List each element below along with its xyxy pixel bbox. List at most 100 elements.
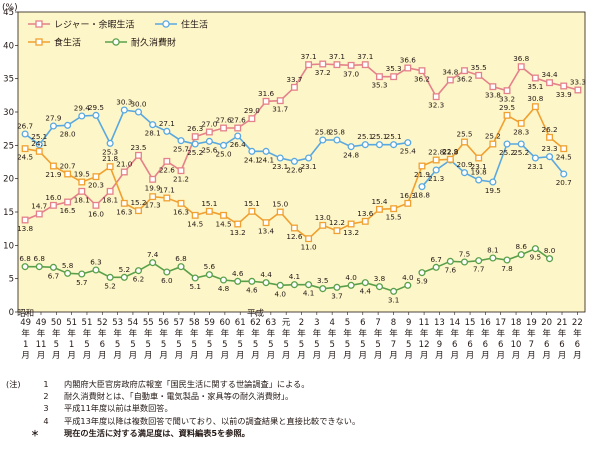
- data-label: 3.1: [388, 295, 399, 304]
- data-point: [78, 187, 86, 195]
- data-point: [361, 279, 369, 287]
- data-label: 30.3: [116, 98, 132, 107]
- data-label: 33.2: [499, 95, 515, 104]
- x-tick-label: 20 年 6 月: [541, 318, 552, 361]
- data-label: 19.8: [471, 168, 487, 177]
- data-label: 22.9: [442, 147, 458, 156]
- y-tick-label: 15: [3, 208, 14, 218]
- data-label: 13.2: [230, 228, 246, 237]
- data-label: 5.6: [204, 262, 216, 271]
- x-tick-label: 55 年 5 月: [143, 318, 154, 361]
- data-label: 33.9: [556, 90, 572, 99]
- data-label: 13.2: [343, 228, 359, 237]
- data-label: 36.6: [400, 56, 416, 65]
- data-point: [219, 141, 228, 149]
- data-point: [404, 199, 412, 207]
- data-point: [64, 121, 72, 129]
- data-label: 30.0: [130, 100, 146, 109]
- data-point: [276, 154, 284, 162]
- data-point: [560, 145, 568, 153]
- data-label: 6.7: [430, 255, 441, 264]
- data-label: 7.6: [445, 265, 457, 274]
- data-label: 37.0: [343, 69, 359, 78]
- data-point: [191, 140, 199, 148]
- data-label: 25.1: [386, 132, 402, 141]
- data-point: [177, 263, 185, 271]
- data-label: 30.8: [527, 94, 543, 103]
- data-point: [475, 257, 483, 265]
- data-point: [49, 263, 57, 271]
- x-tick-label: 19 年 7 月: [526, 318, 537, 361]
- data-label: 5.1: [189, 282, 200, 291]
- data-point: [262, 219, 270, 227]
- data-label: 29.4: [74, 104, 90, 113]
- data-point: [219, 276, 228, 284]
- x-tick-label: 16 年 6 月: [480, 318, 491, 361]
- data-point: [177, 199, 185, 207]
- data-label: 12.6: [286, 232, 302, 241]
- data-point: [404, 281, 412, 289]
- data-point: [134, 267, 143, 275]
- data-label: 11.0: [301, 243, 317, 252]
- data-label: 5.8: [62, 261, 74, 270]
- x-tick-label: 18 年 10 月: [511, 318, 522, 361]
- y-tick-label: 20: [3, 175, 14, 185]
- data-label: 20.7: [60, 162, 76, 171]
- data-point: [177, 137, 185, 145]
- footnote-3: 3 平成11年度以前は単数回答。: [6, 402, 590, 414]
- data-label: 7.4: [147, 250, 159, 259]
- data-point: [35, 263, 43, 271]
- data-point: [305, 281, 313, 289]
- x-tick-label: 元年 5 月: [282, 318, 291, 361]
- series-line: [421, 247, 551, 274]
- data-point: [163, 157, 171, 165]
- data-label: 15.1: [201, 199, 217, 208]
- data-point: [404, 139, 412, 147]
- data-point: [234, 277, 242, 285]
- data-label: 26.3: [187, 124, 203, 133]
- data-label: 25.1: [357, 132, 373, 141]
- footnote-4: 4 平成13年度以降は複数回答で聞いており、以前の調査結果と直接比較できない。: [6, 415, 590, 427]
- data-label: 5.2: [104, 281, 115, 290]
- data-point: [106, 163, 114, 171]
- data-point: [460, 258, 469, 266]
- footnotes: (注) 1 内閣府大臣官房政府広報室「国民生活に関する世論調査」による。 2 耐…: [6, 378, 590, 439]
- data-label: 15.4: [371, 197, 387, 206]
- data-label: 24.5: [17, 153, 33, 162]
- data-point: [432, 156, 440, 164]
- data-label: 33.7: [286, 75, 302, 84]
- data-label: 13.4: [258, 227, 274, 236]
- data-point: [390, 73, 398, 81]
- data-label: 25.2: [187, 148, 203, 157]
- data-point: [531, 245, 539, 253]
- data-point: [361, 141, 369, 149]
- data-point: [460, 169, 469, 177]
- data-label: 27.1: [159, 119, 175, 128]
- data-point: [21, 130, 29, 138]
- data-label: 25.8: [329, 128, 345, 137]
- data-point: [234, 220, 242, 228]
- data-point: [149, 259, 157, 267]
- data-label: 7.7: [473, 265, 484, 274]
- data-point: [461, 138, 468, 146]
- data-label: 9.5: [530, 253, 541, 262]
- axes: 0 5 10 15 20 25 30 35 40 45: [3, 8, 586, 318]
- data-point: [376, 73, 383, 81]
- data-point: [418, 162, 426, 170]
- data-label: 24.1: [258, 155, 274, 164]
- data-point: [35, 210, 43, 218]
- data-point: [432, 263, 440, 271]
- data-point: [262, 97, 270, 105]
- data-point: [64, 269, 72, 277]
- footnote-number: 3: [43, 403, 49, 414]
- data-label: 7.8: [501, 264, 513, 273]
- data-label: 4.4: [260, 270, 272, 279]
- data-point: [361, 217, 369, 225]
- data-point: [290, 83, 298, 91]
- data-label: 19.5: [485, 186, 501, 195]
- data-label: 21.8: [102, 154, 118, 163]
- data-point: [35, 141, 43, 149]
- data-label: 25.2: [499, 148, 515, 157]
- data-label: 25.0: [216, 149, 232, 158]
